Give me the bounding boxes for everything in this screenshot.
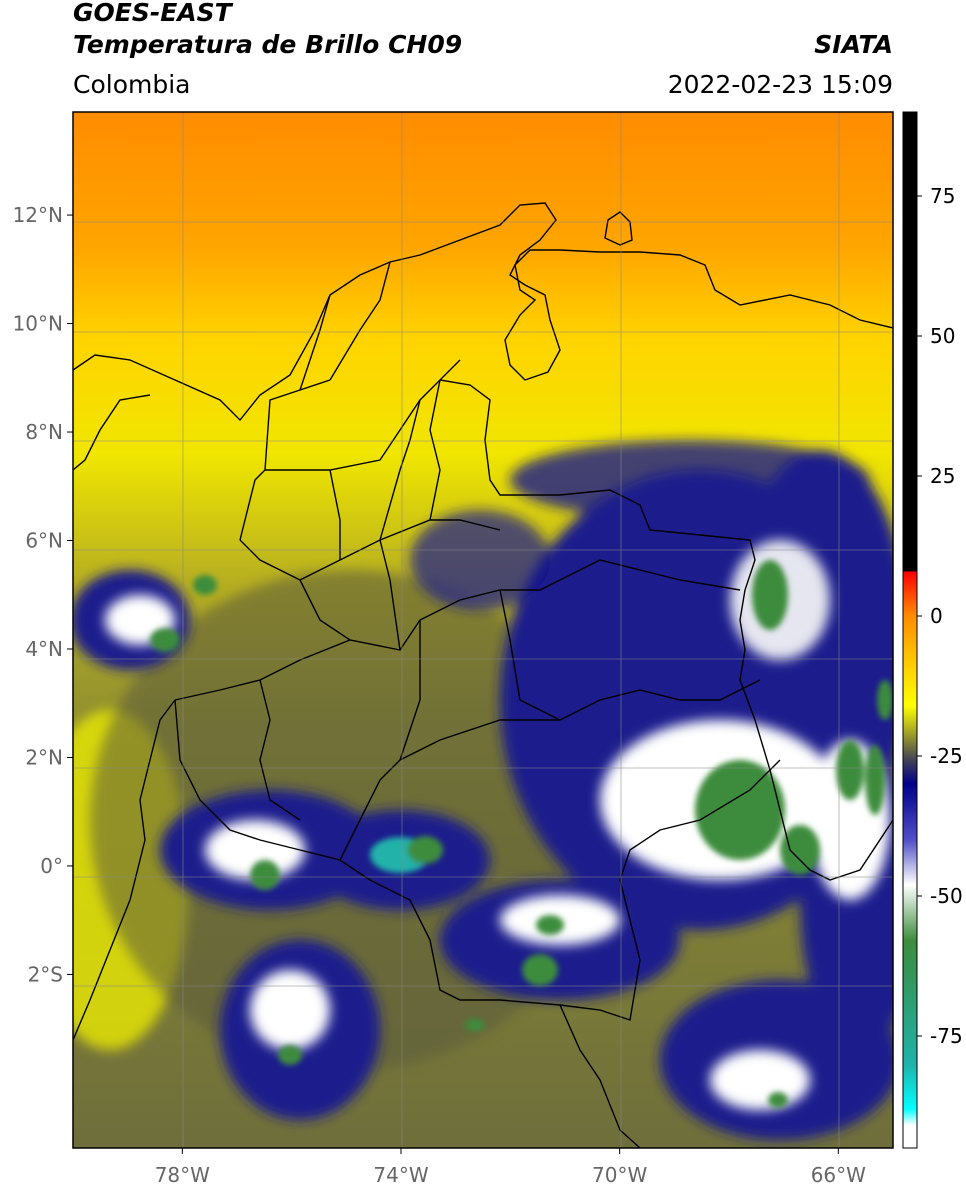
lon-tick-label: 66°W: [811, 1163, 866, 1187]
region-label: Colombia: [73, 70, 191, 99]
colorbar-tick-label: 25: [930, 464, 955, 488]
gridlines: [73, 112, 893, 1148]
colorbar-tick-label: -50: [930, 884, 963, 908]
satellite-title: GOES-EAST: [73, 0, 232, 27]
lon-tick-label: 74°W: [373, 1163, 428, 1187]
lat-tick-label: 10°N: [13, 312, 63, 336]
colorbar-tick-label: -25: [930, 744, 963, 768]
colorbar-tick-labels: 75 50 25 0 -25 -50 -75: [917, 184, 963, 1048]
colorbar-tick-label: 0: [930, 604, 943, 628]
colorbar-tick-label: 50: [930, 324, 955, 348]
colorbar-tick-label: 75: [930, 184, 955, 208]
colorbar: 75 50 25 0 -25 -50 -75: [902, 111, 963, 1149]
brightness-temperature-field: [73, 112, 893, 1148]
colorbar-tick-label: -75: [930, 1024, 963, 1048]
longitude-tick-labels: 78°W 74°W 70°W 66°W: [155, 1148, 866, 1187]
map-frame: [72, 111, 894, 1149]
lat-tick-label: 2°N: [25, 745, 63, 769]
lat-tick-label: 0°: [40, 854, 63, 878]
organization-label: SIATA: [814, 30, 893, 59]
lat-tick-label: 4°N: [25, 637, 63, 661]
lat-tick-label: 2°S: [28, 962, 63, 986]
datetime-label: 2022-02-23 15:09: [667, 70, 893, 99]
colorbar-gradient: [902, 111, 918, 1149]
lat-tick-label: 8°N: [25, 420, 63, 444]
product-title: Temperatura de Brillo CH09: [73, 30, 463, 59]
coastlines-and-borders: [73, 202, 893, 1148]
coldest-cloud-cores: [150, 560, 893, 1108]
lat-tick-label: 12°N: [13, 203, 63, 227]
lon-tick-label: 78°W: [155, 1163, 210, 1187]
lon-tick-label: 70°W: [592, 1163, 647, 1187]
lat-tick-label: 6°N: [25, 529, 63, 553]
latitude-tick-labels: 12°N 10°N 8°N 6°N 4°N 2°N 0° 2°S: [13, 203, 73, 986]
